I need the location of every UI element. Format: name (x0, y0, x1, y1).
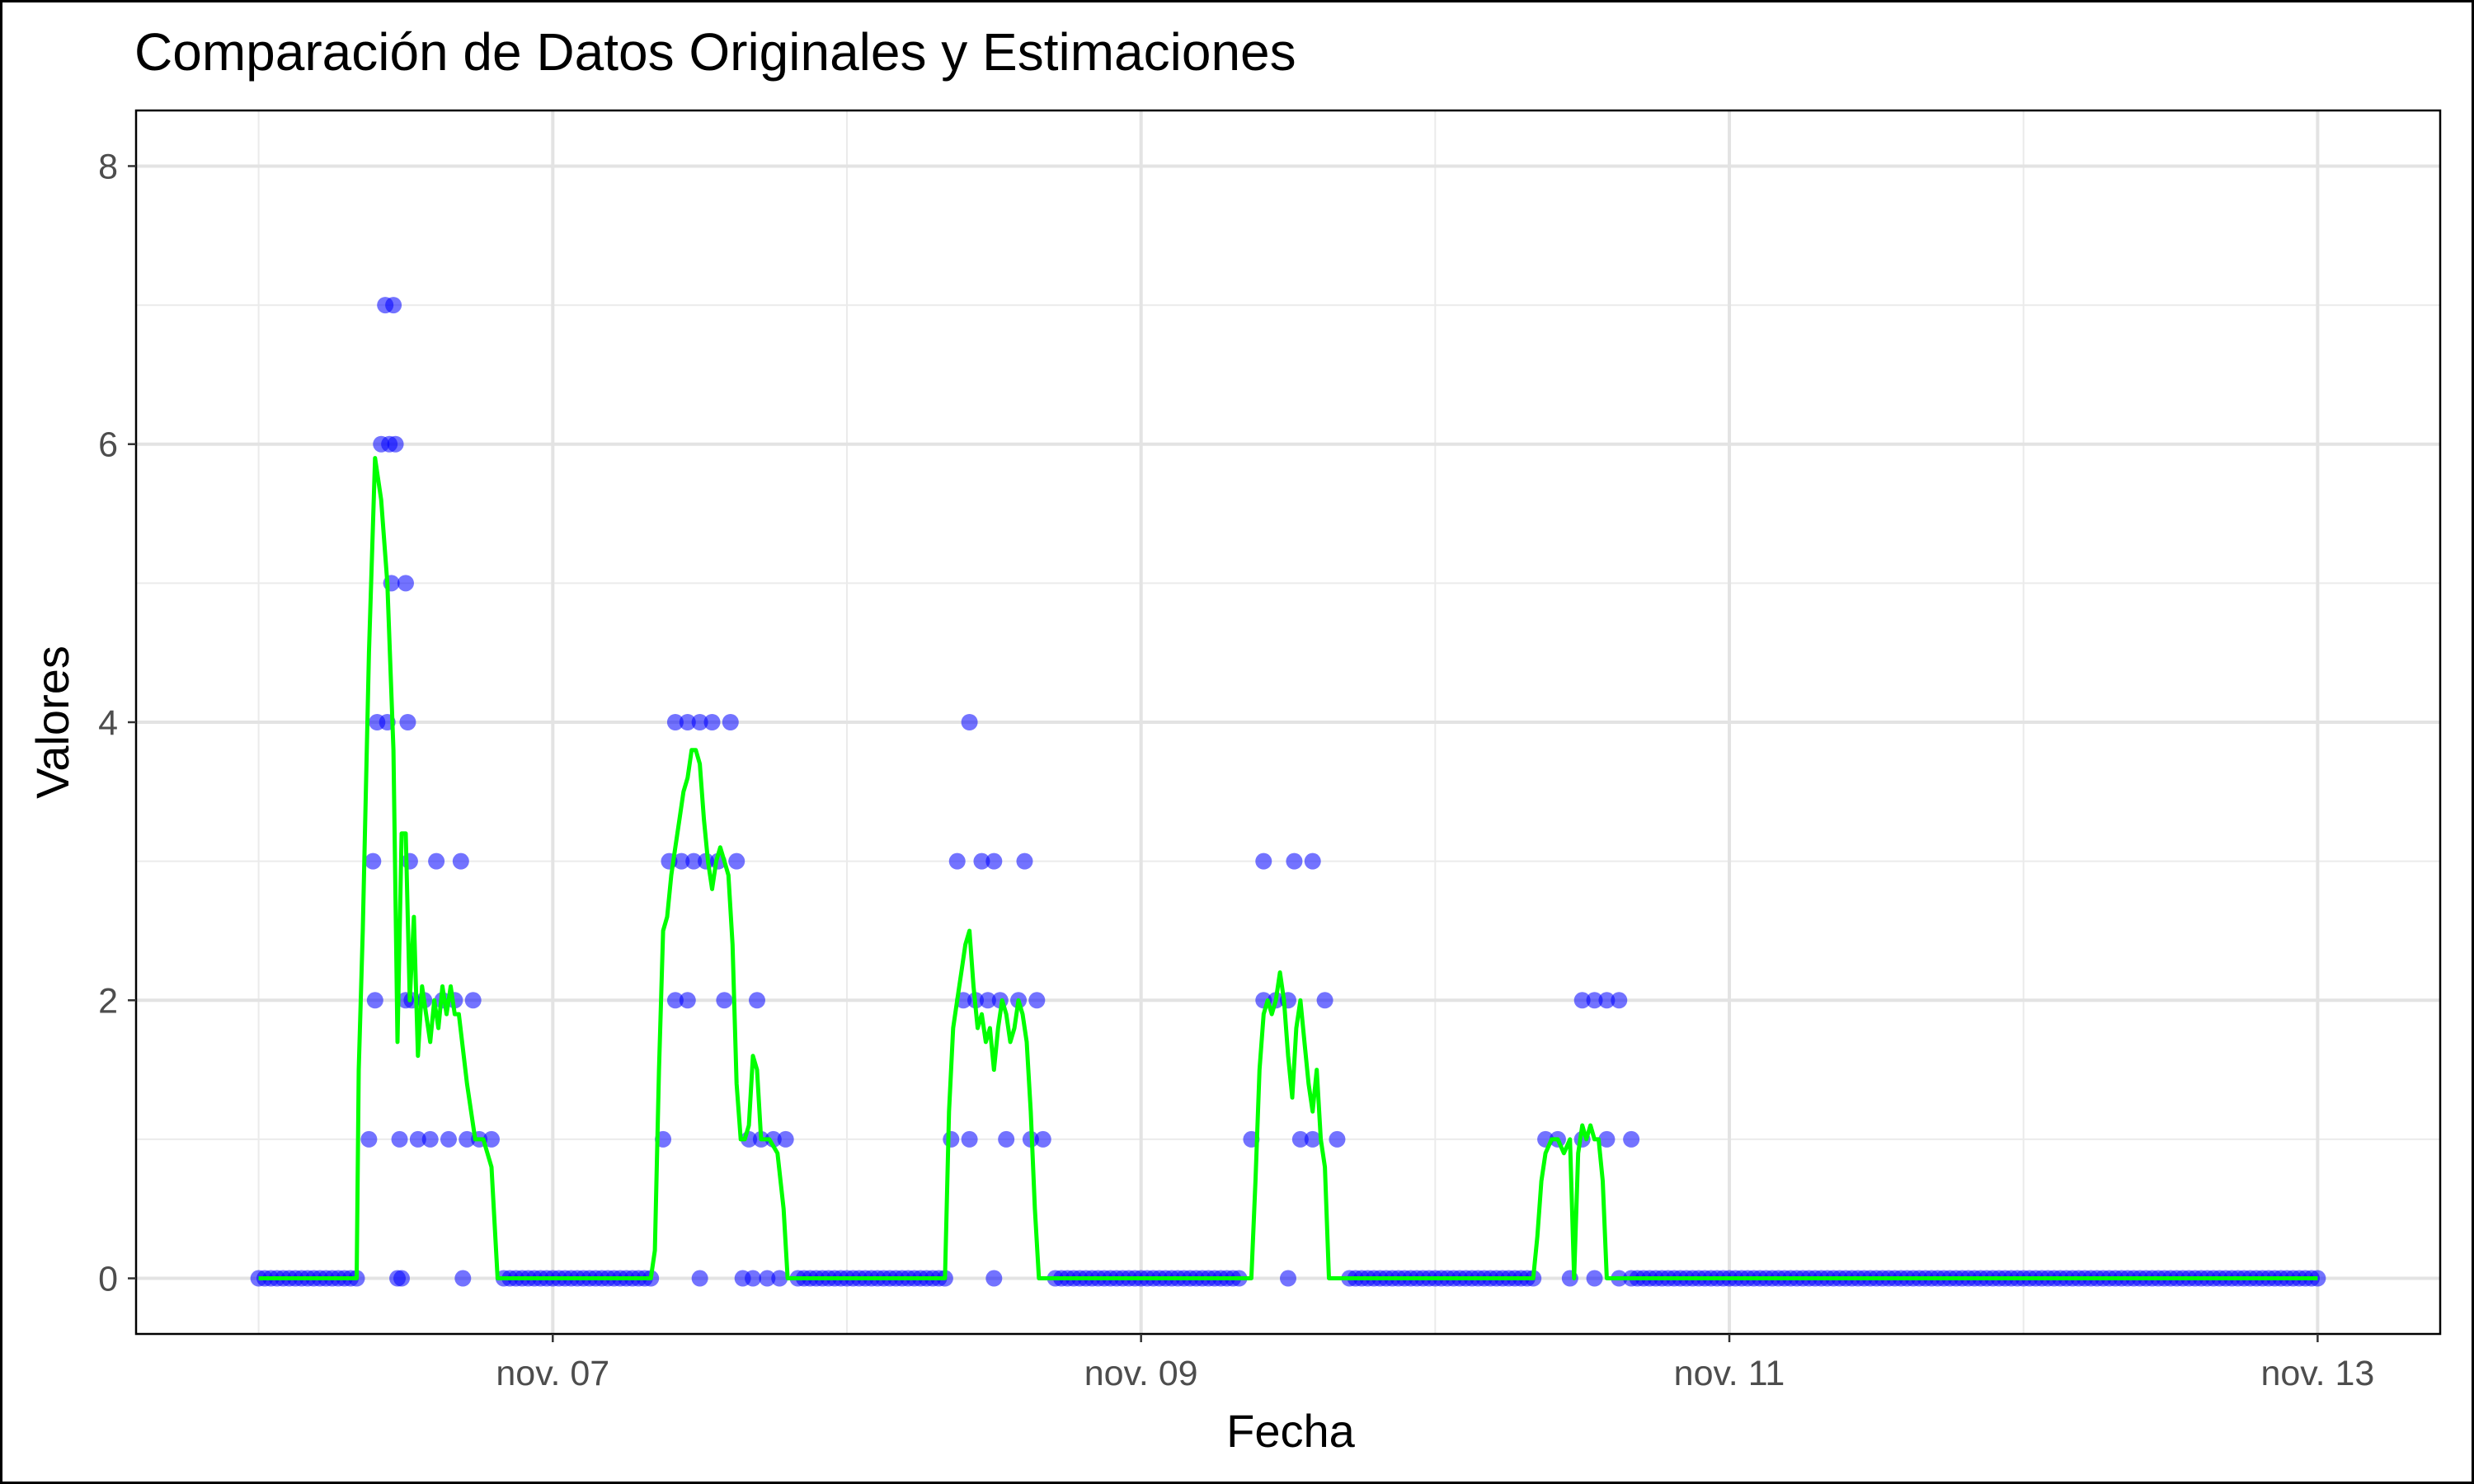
x-axis-ticks: nov. 07 nov. 09 nov. 11 nov. 13 (496, 1334, 2374, 1393)
y-tick-label: 4 (98, 703, 118, 743)
data-point (722, 714, 739, 730)
data-point (943, 1130, 960, 1148)
data-point (703, 714, 721, 730)
x-tick-label: nov. 13 (2260, 1354, 2374, 1393)
data-point (998, 1130, 1015, 1148)
data-point (679, 992, 696, 1009)
data-point (1586, 1270, 1603, 1287)
data-point (1586, 992, 1603, 1009)
data-point (365, 852, 382, 870)
data-point (979, 992, 996, 1009)
data-point (985, 852, 1003, 870)
data-point (666, 992, 684, 1009)
data-point (1573, 992, 1591, 1009)
grid (136, 110, 2440, 1334)
y-tick-label: 0 (98, 1260, 118, 1299)
data-point (459, 1130, 476, 1148)
data-point (454, 1270, 472, 1287)
data-point (385, 297, 402, 314)
data-point (401, 852, 418, 870)
data-point (1291, 1130, 1309, 1148)
data-point (428, 852, 445, 870)
data-point (685, 852, 703, 870)
data-point (391, 1130, 408, 1148)
data-point (1316, 992, 1333, 1009)
data-point (1255, 852, 1272, 870)
data-point (1280, 1270, 1296, 1287)
x-axis-title: Fecha (1226, 1405, 1355, 1457)
estimate-line (258, 456, 2318, 1280)
data-point (973, 852, 990, 870)
data-point (1304, 852, 1321, 870)
data-point (1329, 1130, 1346, 1148)
data-point (948, 852, 966, 870)
data-point (961, 1130, 978, 1148)
x-tick-label: nov. 09 (1084, 1354, 1198, 1393)
x-tick-label: nov. 11 (1674, 1354, 1785, 1393)
data-point (1623, 1130, 1640, 1148)
data-point (1304, 1130, 1321, 1148)
data-point (482, 1130, 500, 1148)
y-tick-label: 8 (98, 147, 118, 186)
data-point (748, 992, 765, 1009)
data-point (985, 1270, 1003, 1287)
data-point (1034, 1130, 1051, 1148)
y-tick-label: 6 (98, 425, 118, 465)
data-point (1611, 992, 1628, 1009)
data-point (679, 714, 696, 730)
data-point (452, 852, 469, 870)
data-point (409, 1130, 426, 1148)
data-point (393, 1270, 411, 1287)
data-point (440, 1130, 457, 1148)
data-point (1016, 852, 1033, 870)
y-axis-ticks: 0 2 4 6 8 (98, 147, 136, 1299)
data-point (961, 714, 978, 730)
data-point (764, 1130, 782, 1148)
data-point (716, 992, 733, 1009)
data-point (691, 714, 708, 730)
data-point (366, 992, 383, 1009)
data-point (666, 714, 684, 730)
data-point (691, 1270, 708, 1287)
data-point (1028, 992, 1046, 1009)
estimate-line-group (258, 456, 2318, 1280)
data-point (387, 435, 404, 453)
data-point (759, 1270, 776, 1287)
y-tick-label: 2 (98, 981, 118, 1021)
data-point (745, 1270, 762, 1287)
data-point (1286, 852, 1303, 870)
data-point (421, 1130, 439, 1148)
data-point (399, 714, 416, 730)
data-point (777, 1130, 794, 1148)
data-point (1598, 992, 1616, 1009)
data-point (1598, 1130, 1616, 1148)
data-point (728, 852, 745, 870)
data-point (360, 1130, 378, 1148)
x-tick-label: nov. 07 (496, 1354, 609, 1393)
data-point (464, 992, 482, 1009)
y-axis-title: Valores (26, 646, 78, 799)
chart-title: Comparación de Datos Originales y Estima… (134, 22, 1296, 82)
data-point (397, 575, 414, 592)
data-point (771, 1270, 788, 1287)
data-point (673, 852, 690, 870)
